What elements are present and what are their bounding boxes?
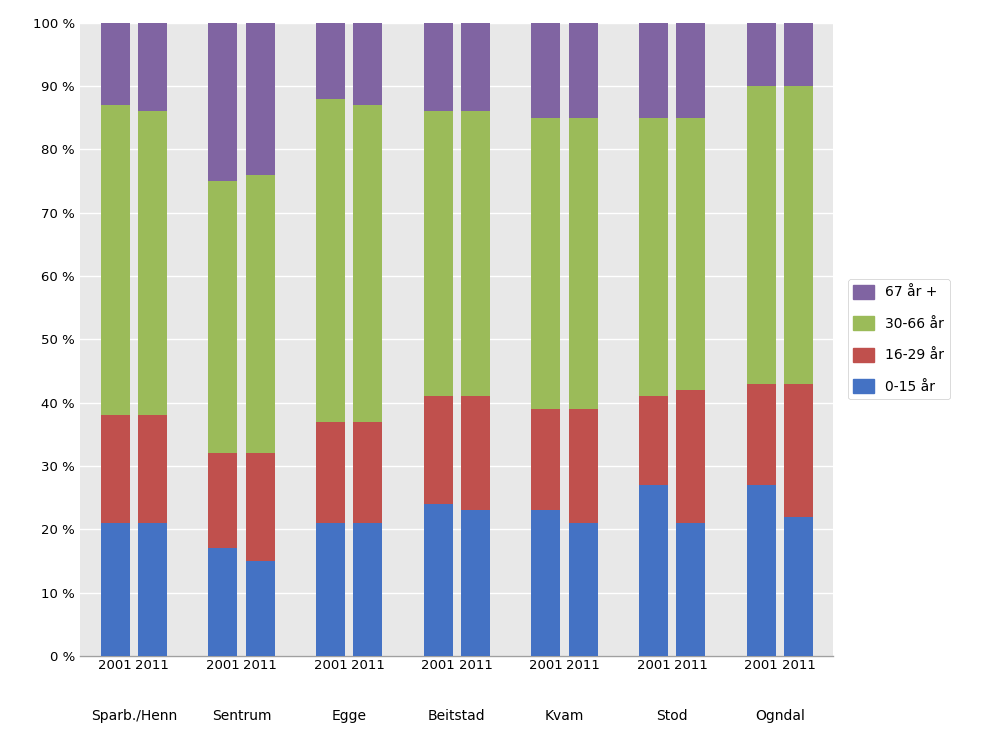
Bar xyxy=(531,510,560,656)
Bar xyxy=(137,112,166,415)
Bar xyxy=(746,485,775,656)
Bar xyxy=(100,23,129,105)
Bar xyxy=(746,384,775,485)
Text: Sparb./Henn: Sparb./Henn xyxy=(90,709,177,723)
Bar xyxy=(460,23,489,112)
Legend: 67 år +, 30-66 år, 16-29 år, 0-15 år: 67 år +, 30-66 år, 16-29 år, 0-15 år xyxy=(847,279,949,400)
Bar xyxy=(676,23,705,118)
Bar xyxy=(423,23,452,112)
Bar xyxy=(137,523,166,656)
Bar xyxy=(460,112,489,397)
Bar xyxy=(353,421,382,523)
Bar xyxy=(353,23,382,105)
Bar xyxy=(746,86,775,384)
Bar xyxy=(460,397,489,510)
Bar xyxy=(783,23,812,86)
Bar xyxy=(246,453,274,561)
Bar xyxy=(316,23,345,99)
Bar xyxy=(137,415,166,523)
Bar xyxy=(639,118,667,397)
Bar xyxy=(531,118,560,409)
Bar xyxy=(639,397,667,485)
Bar xyxy=(676,118,705,390)
Bar xyxy=(568,409,597,523)
Bar xyxy=(100,523,129,656)
Bar xyxy=(137,23,166,112)
Bar xyxy=(531,409,560,510)
Bar xyxy=(783,86,812,384)
Text: Beitstad: Beitstad xyxy=(427,709,485,723)
Bar xyxy=(208,23,237,181)
Bar xyxy=(531,23,560,118)
Bar xyxy=(246,561,274,656)
Bar xyxy=(423,397,452,504)
Bar xyxy=(208,181,237,453)
Bar xyxy=(316,99,345,421)
Text: Sentrum: Sentrum xyxy=(212,709,271,723)
Bar xyxy=(639,23,667,118)
Bar xyxy=(568,23,597,118)
Bar xyxy=(423,112,452,397)
Bar xyxy=(423,504,452,656)
Text: Kvam: Kvam xyxy=(545,709,584,723)
Text: Egge: Egge xyxy=(331,709,366,723)
Bar xyxy=(783,516,812,656)
Bar xyxy=(208,548,237,656)
Text: Stod: Stod xyxy=(656,709,687,723)
Bar xyxy=(100,415,129,523)
Bar xyxy=(246,23,274,175)
Bar xyxy=(460,510,489,656)
Bar xyxy=(568,118,597,409)
Text: Ogndal: Ogndal xyxy=(754,709,804,723)
Bar xyxy=(568,523,597,656)
Bar xyxy=(746,23,775,86)
Bar xyxy=(316,421,345,523)
Bar xyxy=(316,523,345,656)
Bar xyxy=(208,453,237,548)
Bar xyxy=(676,390,705,523)
Bar xyxy=(353,105,382,421)
Bar xyxy=(783,384,812,516)
Bar xyxy=(100,105,129,415)
Bar xyxy=(353,523,382,656)
Bar xyxy=(246,175,274,453)
Bar xyxy=(639,485,667,656)
Bar xyxy=(676,523,705,656)
